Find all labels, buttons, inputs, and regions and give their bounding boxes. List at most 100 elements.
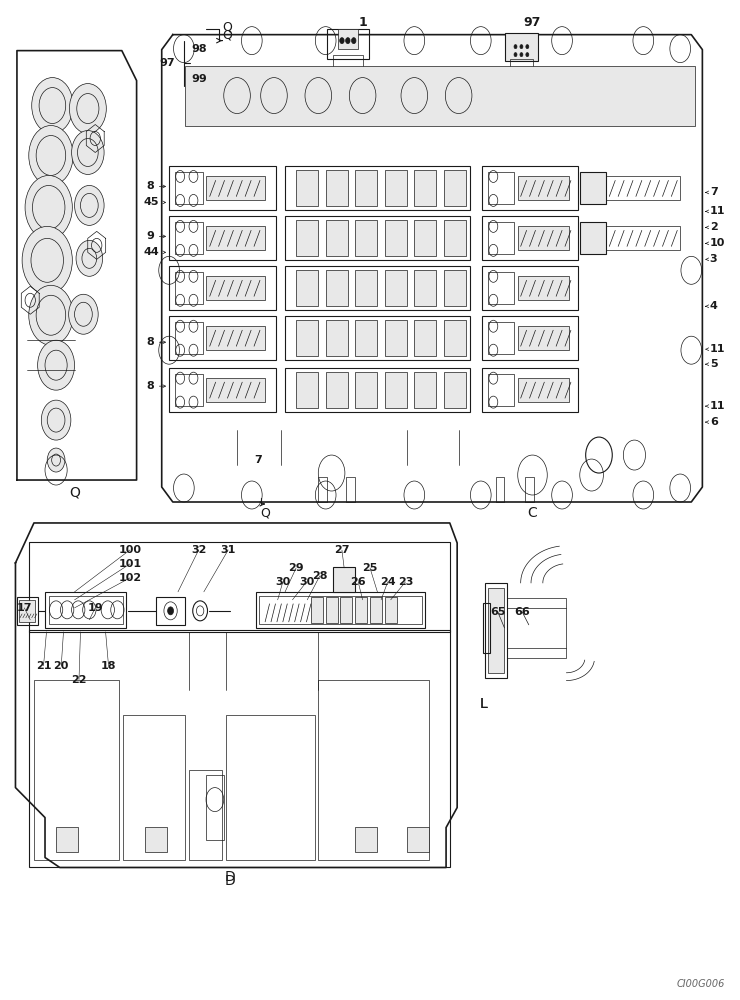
Bar xyxy=(346,477,355,502)
Bar xyxy=(175,272,203,304)
Circle shape xyxy=(29,285,73,345)
Circle shape xyxy=(38,340,75,390)
Bar xyxy=(385,372,407,408)
Bar xyxy=(255,592,426,628)
Text: 10: 10 xyxy=(710,238,725,248)
Bar xyxy=(414,320,437,356)
Text: L: L xyxy=(480,697,488,711)
Text: 11: 11 xyxy=(710,344,725,354)
Circle shape xyxy=(69,294,98,334)
Text: 97: 97 xyxy=(524,16,541,29)
Bar xyxy=(606,226,680,250)
Bar xyxy=(518,276,569,300)
Bar xyxy=(355,320,377,356)
Bar xyxy=(355,170,377,206)
Text: 25: 25 xyxy=(363,563,377,573)
Bar xyxy=(355,220,377,256)
Bar xyxy=(482,316,578,360)
Bar xyxy=(169,368,276,412)
Bar xyxy=(175,222,203,254)
Circle shape xyxy=(25,175,73,239)
Text: 8: 8 xyxy=(147,337,155,347)
Bar xyxy=(175,374,203,406)
Bar xyxy=(444,372,466,408)
Bar xyxy=(482,266,578,310)
Circle shape xyxy=(526,45,529,49)
Text: CI00G006: CI00G006 xyxy=(676,979,724,989)
Text: 23: 23 xyxy=(398,577,413,587)
Bar xyxy=(185,66,695,126)
Bar xyxy=(169,166,276,210)
Text: 45: 45 xyxy=(144,197,160,207)
Text: 11: 11 xyxy=(710,206,725,216)
Bar xyxy=(206,176,265,200)
Bar xyxy=(444,320,466,356)
Text: 44: 44 xyxy=(144,247,160,257)
Bar xyxy=(189,770,222,859)
Bar xyxy=(483,603,491,653)
Text: 3: 3 xyxy=(710,254,717,264)
Bar xyxy=(488,222,514,254)
Circle shape xyxy=(514,53,517,57)
Text: Q: Q xyxy=(222,28,232,41)
Text: 11: 11 xyxy=(710,401,725,411)
Text: 31: 31 xyxy=(221,545,236,555)
Bar xyxy=(206,226,265,250)
Bar xyxy=(29,542,450,632)
Bar xyxy=(333,567,355,592)
Bar xyxy=(285,216,470,260)
Bar xyxy=(488,172,514,204)
Circle shape xyxy=(168,607,173,615)
Bar xyxy=(518,176,569,200)
Bar xyxy=(444,220,466,256)
Circle shape xyxy=(352,38,356,44)
Circle shape xyxy=(340,38,344,44)
Bar xyxy=(206,775,224,840)
Bar xyxy=(385,170,407,206)
Bar xyxy=(326,320,348,356)
Bar xyxy=(385,320,407,356)
Bar xyxy=(485,583,508,678)
Circle shape xyxy=(520,53,523,57)
Bar xyxy=(333,55,363,67)
Circle shape xyxy=(346,38,350,44)
Text: 8: 8 xyxy=(147,181,155,191)
Bar xyxy=(296,220,318,256)
Text: D: D xyxy=(224,874,235,888)
Bar xyxy=(326,220,348,256)
Bar xyxy=(169,216,276,260)
Bar xyxy=(579,222,605,254)
Bar xyxy=(370,597,382,623)
Circle shape xyxy=(76,240,103,276)
Text: 7: 7 xyxy=(254,455,262,465)
Bar xyxy=(296,320,318,356)
Bar xyxy=(296,170,318,206)
Circle shape xyxy=(29,126,73,185)
Circle shape xyxy=(72,131,104,174)
Bar xyxy=(385,597,397,623)
Bar xyxy=(355,270,377,306)
Bar xyxy=(175,322,203,354)
Bar xyxy=(318,680,429,859)
Bar xyxy=(508,598,567,658)
Text: 8: 8 xyxy=(147,381,155,391)
Bar xyxy=(34,680,119,859)
Bar xyxy=(488,322,514,354)
Bar xyxy=(206,378,265,402)
Bar xyxy=(355,372,377,408)
Bar xyxy=(19,600,36,622)
Text: 4: 4 xyxy=(710,301,718,311)
Text: 26: 26 xyxy=(350,577,366,587)
Bar xyxy=(510,59,534,69)
Text: 21: 21 xyxy=(36,661,51,671)
Circle shape xyxy=(520,45,523,49)
Bar xyxy=(414,220,437,256)
Text: 29: 29 xyxy=(289,563,304,573)
Circle shape xyxy=(526,53,529,57)
Bar xyxy=(206,326,265,350)
Bar xyxy=(326,270,348,306)
Bar xyxy=(175,172,203,204)
Bar xyxy=(407,827,429,852)
Bar xyxy=(355,827,377,852)
Bar xyxy=(518,226,569,250)
